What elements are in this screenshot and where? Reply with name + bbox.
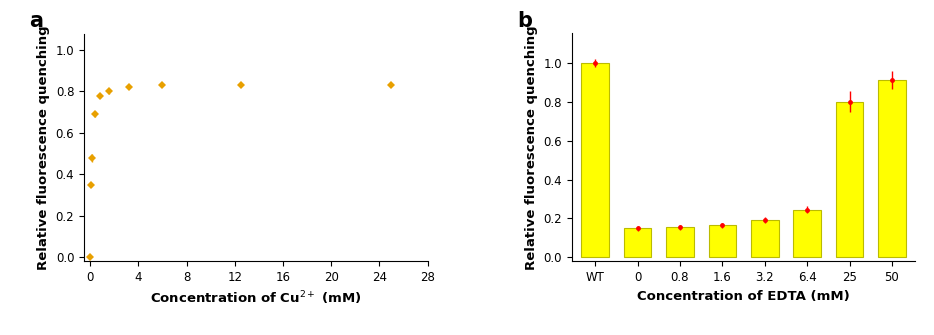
Bar: [709, 225, 736, 257]
Bar: [878, 80, 906, 257]
Bar: [666, 227, 694, 257]
Bar: [793, 210, 821, 257]
Y-axis label: Relative fluorescence quenching: Relative fluorescence quenching: [525, 25, 538, 270]
Y-axis label: Relative fluorescence quenching: Relative fluorescence quenching: [37, 25, 50, 270]
Bar: [751, 220, 779, 257]
X-axis label: Concentration of Cu$^{2+}$ (mM): Concentration of Cu$^{2+}$ (mM): [150, 289, 361, 307]
Bar: [581, 63, 609, 257]
Text: b: b: [517, 11, 531, 31]
Text: a: a: [29, 11, 43, 31]
X-axis label: Concentration of EDTA (mM): Concentration of EDTA (mM): [637, 289, 850, 303]
Bar: [836, 102, 863, 257]
Bar: [624, 228, 651, 257]
